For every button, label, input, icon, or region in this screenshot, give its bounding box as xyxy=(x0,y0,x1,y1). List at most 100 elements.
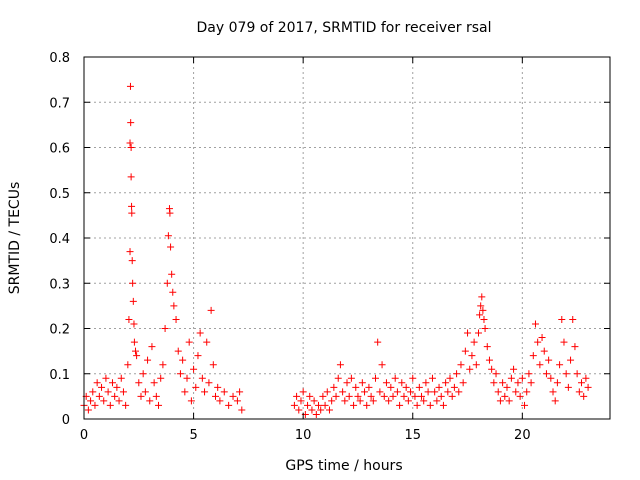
data-point xyxy=(556,361,564,369)
data-point xyxy=(389,392,397,400)
data-point xyxy=(400,392,408,400)
data-point xyxy=(536,361,544,369)
data-point xyxy=(411,392,419,400)
data-point xyxy=(304,401,312,409)
data-point xyxy=(201,388,209,396)
data-point xyxy=(478,293,486,301)
data-point xyxy=(319,392,327,400)
data-point xyxy=(295,406,303,414)
data-point xyxy=(347,374,355,382)
data-point xyxy=(181,388,189,396)
data-point xyxy=(321,401,329,409)
data-point xyxy=(540,347,548,355)
data-point xyxy=(150,379,158,387)
data-point xyxy=(510,365,518,373)
data-point xyxy=(196,329,204,337)
data-point xyxy=(363,401,371,409)
data-point xyxy=(580,392,588,400)
data-point xyxy=(87,397,95,405)
data-point xyxy=(95,392,103,400)
data-point xyxy=(567,356,575,364)
data-point xyxy=(229,392,237,400)
data-point xyxy=(551,397,559,405)
data-point xyxy=(426,401,434,409)
data-point xyxy=(461,347,469,355)
data-point xyxy=(477,302,485,310)
data-point xyxy=(236,388,244,396)
data-point xyxy=(115,397,123,405)
data-point xyxy=(176,370,184,378)
data-point xyxy=(466,365,474,373)
data-point xyxy=(374,338,382,346)
data-point xyxy=(459,379,467,387)
data-point xyxy=(545,356,553,364)
x-axis-label: GPS time / hours xyxy=(285,458,402,474)
data-point xyxy=(404,397,412,405)
data-point xyxy=(385,397,393,405)
data-point xyxy=(420,397,428,405)
data-point xyxy=(129,297,137,305)
data-point xyxy=(170,302,178,310)
data-point xyxy=(159,361,167,369)
chart-title: Day 079 of 2017, SRMTID for receiver rsa… xyxy=(197,20,492,36)
y-tick-label: 0.2 xyxy=(49,323,70,338)
data-point xyxy=(442,379,450,387)
data-point xyxy=(507,374,515,382)
data-point xyxy=(378,361,386,369)
data-point xyxy=(396,401,404,409)
data-point xyxy=(190,365,198,373)
data-point xyxy=(312,410,320,418)
x-tick-labels: 0 5 10 15 20 xyxy=(80,428,531,443)
data-point xyxy=(220,388,228,396)
data-point xyxy=(336,361,344,369)
data-point xyxy=(128,202,136,210)
grid xyxy=(84,57,610,419)
data-point xyxy=(483,343,491,351)
data-point xyxy=(130,320,138,328)
data-point xyxy=(476,311,484,319)
data-point xyxy=(547,374,555,382)
data-point xyxy=(538,334,546,342)
data-point xyxy=(137,392,145,400)
data-point xyxy=(512,388,520,396)
data-point xyxy=(207,306,215,314)
data-point xyxy=(127,173,135,181)
data-point xyxy=(330,383,338,391)
data-point xyxy=(470,338,478,346)
data-point xyxy=(387,383,395,391)
data-point xyxy=(481,325,489,332)
data-point xyxy=(516,392,524,400)
data-point xyxy=(339,388,347,396)
y-axis-label: SRMTID / TECUs xyxy=(7,182,23,295)
data-point xyxy=(407,388,415,396)
data-point xyxy=(299,388,307,396)
data-point xyxy=(578,379,586,387)
data-point xyxy=(365,383,373,391)
data-point xyxy=(89,388,97,396)
data-point xyxy=(238,406,246,414)
data-point xyxy=(169,288,177,296)
data-point xyxy=(310,397,318,405)
data-point xyxy=(409,374,417,382)
data-point xyxy=(135,379,143,387)
data-point xyxy=(233,397,241,405)
data-point xyxy=(155,401,163,409)
data-point xyxy=(525,370,533,378)
y-tick-label: 0.6 xyxy=(49,142,70,157)
data-point xyxy=(444,388,452,396)
data-point xyxy=(152,392,160,400)
data-point xyxy=(126,139,134,147)
data-point xyxy=(164,232,172,240)
data-point xyxy=(356,397,364,405)
data-point xyxy=(549,388,557,396)
data-point xyxy=(128,257,136,265)
data-point xyxy=(496,397,504,405)
data-point xyxy=(573,370,581,378)
data-point xyxy=(130,338,138,346)
data-point xyxy=(194,352,202,360)
data-point xyxy=(369,397,377,405)
data-point xyxy=(185,338,193,346)
data-point xyxy=(485,356,493,364)
y-tick-label: 0 xyxy=(62,413,70,428)
